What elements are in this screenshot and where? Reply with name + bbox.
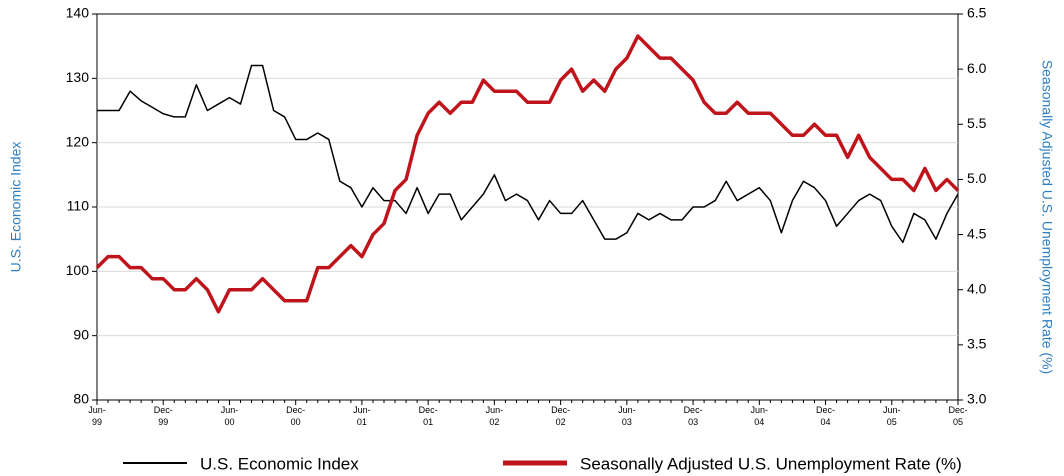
y2-axis-label: Seasonally Adjusted U.S. Unemployment Ra… [1039, 60, 1055, 374]
y2-tick-label: 3.0 [967, 391, 987, 407]
x-tick-label: Dec-01 [419, 405, 438, 427]
y2-tick-label: 5.5 [967, 115, 987, 131]
y-tick-label: 100 [66, 262, 90, 278]
y-tick-label: 110 [67, 198, 90, 214]
x-tick-label: Dec-00 [286, 405, 305, 427]
y-tick-label: 120 [66, 133, 90, 149]
x-tick-label: Jun-05 [883, 405, 901, 427]
y2-tick-label: 5.0 [967, 170, 987, 186]
legend-label: Seasonally Adjusted U.S. Unemployment Ra… [580, 454, 962, 473]
y2-tick-label: 3.5 [967, 336, 987, 352]
y2-tick-label: 6.0 [967, 60, 987, 76]
x-tick-label: Jun-01 [353, 405, 371, 427]
y2-tick-label: 4.5 [967, 225, 987, 241]
x-tick-label: Jun-03 [618, 405, 636, 427]
x-tick-label: Dec-03 [684, 405, 703, 427]
x-tick-label: Jun-00 [221, 405, 239, 427]
y-tick-label: 90 [73, 326, 89, 342]
series-line [95, 34, 960, 314]
x-tick-label: Jun-99 [88, 405, 106, 427]
y2-tick-label: 4.0 [967, 280, 987, 296]
y-axis-label: U.S. Economic Index [8, 142, 24, 273]
x-tick-label: Dec-04 [816, 405, 835, 427]
y-tick-label: 130 [66, 69, 90, 85]
series-line [97, 64, 959, 244]
x-tick-label: Jun-04 [751, 405, 769, 427]
y-tick-label: 80 [73, 391, 89, 407]
x-tick-label: Dec-05 [948, 405, 967, 427]
x-tick-label: Jun-02 [486, 405, 504, 427]
y-tick-label: 140 [66, 5, 90, 21]
legend-label: U.S. Economic Index [200, 454, 359, 473]
x-tick-label: Dec-02 [551, 405, 570, 427]
x-tick-label: Dec-99 [154, 405, 173, 427]
y2-tick-label: 6.5 [967, 5, 987, 21]
